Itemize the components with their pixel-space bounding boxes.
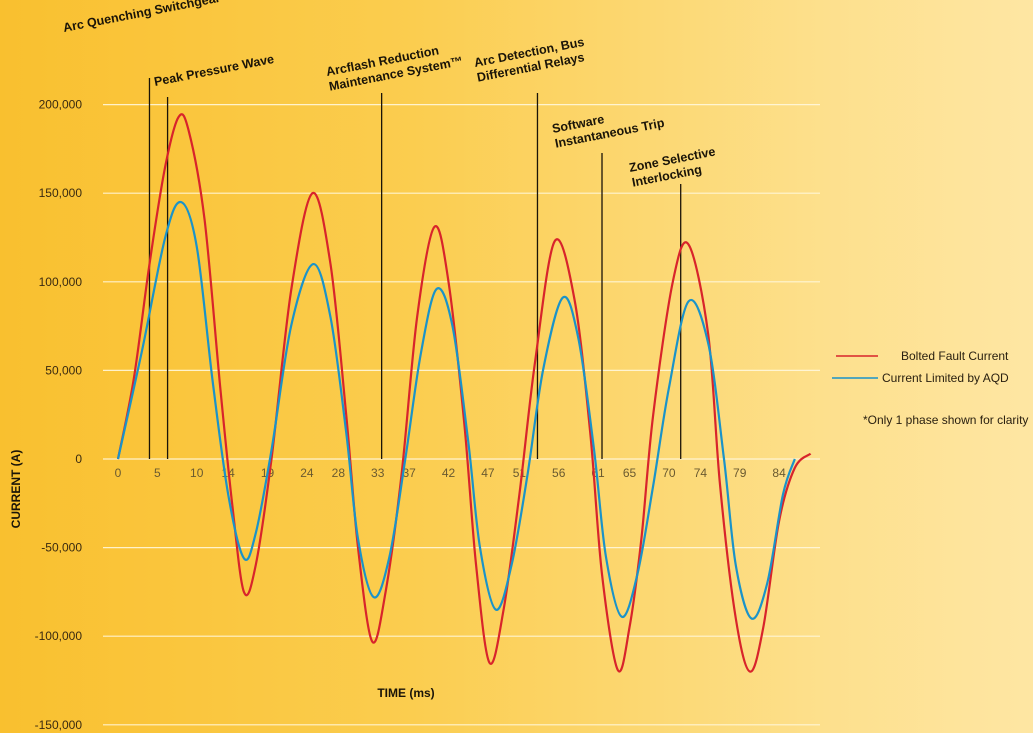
y-tick-label: 50,000: [45, 363, 82, 377]
y-tick-label: 100,000: [39, 275, 83, 289]
annotation-label-arcflash-reduction: Arcflash ReductionMaintenance System™: [325, 39, 464, 93]
series-line-aqd-limited: [116, 200, 796, 620]
y-tick-label: 200,000: [39, 98, 83, 112]
x-tick-label: 79: [733, 466, 747, 480]
y-axis-title: CURRENT (A): [9, 450, 23, 529]
x-tick-label: 70: [662, 466, 676, 480]
series-line-bolted-fault: [116, 113, 812, 673]
x-tick-label: 51: [513, 466, 527, 480]
annotation-label-arc-detection: Arc Detection, BusDifferential Relays: [473, 35, 588, 85]
x-tick-label: 42: [442, 466, 456, 480]
y-tick-label: 0: [75, 452, 82, 466]
x-tick-label: 24: [300, 466, 314, 480]
x-tick-label: 84: [772, 466, 786, 480]
x-tick-label: 47: [481, 466, 495, 480]
annotation-label-zone-selective: Zone SelectiveInterlocking: [628, 144, 720, 189]
y-tick-label: -100,000: [35, 629, 83, 643]
y-tick-label: 150,000: [39, 186, 83, 200]
x-tick-label: 74: [694, 466, 708, 480]
x-axis-title: TIME (ms): [377, 686, 434, 700]
annotation-label-peak-pressure: Peak Pressure Wave: [153, 52, 275, 89]
legend-label: Bolted Fault Current: [901, 349, 1009, 363]
y-tick-label: -150,000: [35, 718, 83, 732]
annotation-label-software-trip: SoftwareInstantaneous Trip: [551, 101, 666, 151]
chart-note: *Only 1 phase shown for clarity: [863, 413, 1028, 427]
y-tick-label: -50,000: [41, 541, 82, 555]
annotation-line-text: Peak Pressure Wave: [153, 52, 275, 89]
x-tick-label: 5: [154, 466, 161, 480]
x-tick-label: 37: [403, 466, 417, 480]
x-tick-label: 33: [371, 466, 385, 480]
x-tick-label: 10: [190, 466, 204, 480]
x-tick-label: 0: [115, 466, 122, 480]
x-tick-label: 56: [552, 466, 566, 480]
x-tick-label: 28: [332, 466, 346, 480]
legend-label: Current Limited by AQD: [882, 371, 1009, 385]
annotation-label-arc-quenching: Arc Quenching Switchgear: [62, 0, 222, 35]
annotation-line-text: Arc Quenching Switchgear: [62, 0, 222, 35]
x-tick-label: 65: [623, 466, 637, 480]
